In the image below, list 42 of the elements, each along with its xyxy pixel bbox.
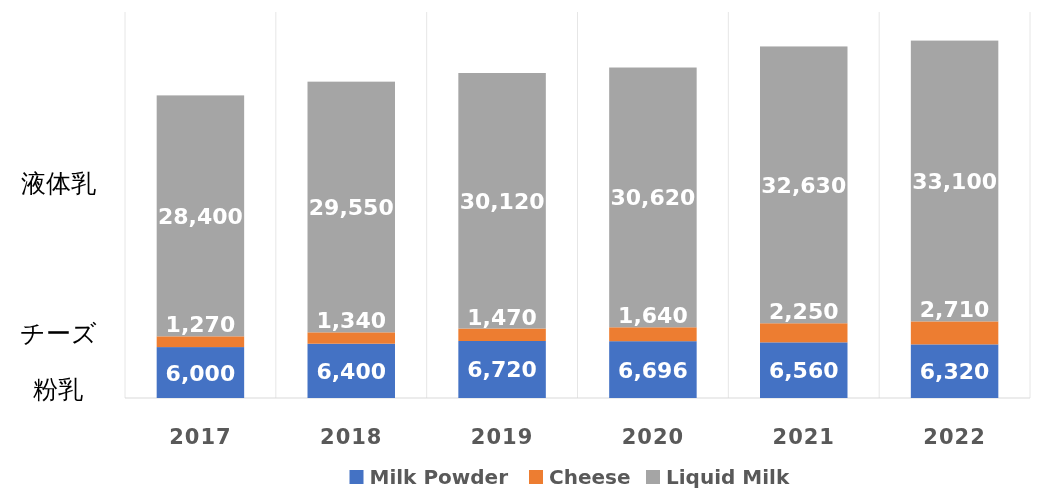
text: チーズ xyxy=(19,319,97,348)
bar xyxy=(910,40,999,322)
data-label: 6,400 xyxy=(316,358,387,384)
x-tick-label: 2020 xyxy=(621,425,685,449)
bar xyxy=(156,336,245,348)
data-label: 29,550 xyxy=(308,195,394,220)
bar xyxy=(458,328,546,341)
data-label: 30,120 xyxy=(459,188,545,214)
legend-label: Milk Powder xyxy=(369,465,509,489)
data-label: 32,630 xyxy=(761,172,847,198)
text: 液体乳 xyxy=(20,169,96,198)
bar xyxy=(609,67,697,328)
x-tick-label: 2017 xyxy=(169,425,232,449)
legend-label: Liquid Milk xyxy=(666,465,790,489)
bar xyxy=(609,327,697,342)
data-label: 28,400 xyxy=(157,203,243,229)
data-label: 1,470 xyxy=(467,304,537,330)
x-tick-label: 2018 xyxy=(320,425,383,449)
data-label: 6,696 xyxy=(618,357,688,383)
data-label: 6,720 xyxy=(467,357,537,383)
data-label: 1,640 xyxy=(618,303,688,329)
x-tick-label: 2021 xyxy=(772,425,835,449)
legend-label: Cheese xyxy=(549,465,631,489)
bar xyxy=(760,323,848,343)
data-label: 30,620 xyxy=(610,185,696,211)
text: 粉乳 xyxy=(33,375,83,404)
bar xyxy=(307,332,395,344)
bar xyxy=(156,95,245,337)
data-label: 6,320 xyxy=(919,359,990,385)
data-label: 33,100 xyxy=(912,168,998,194)
bar xyxy=(307,81,395,333)
data-label: 6,000 xyxy=(165,360,236,386)
data-label: 6,560 xyxy=(768,358,839,384)
bar xyxy=(760,46,848,324)
x-tick-label: 2022 xyxy=(923,425,986,449)
data-label: 1,340 xyxy=(316,308,387,334)
x-tick-label: 2019 xyxy=(470,425,534,449)
data-label: 2,250 xyxy=(768,299,839,325)
bar xyxy=(458,73,546,329)
bar xyxy=(910,321,999,345)
data-label: 2,710 xyxy=(919,297,990,323)
data-label: 1,270 xyxy=(165,312,236,338)
